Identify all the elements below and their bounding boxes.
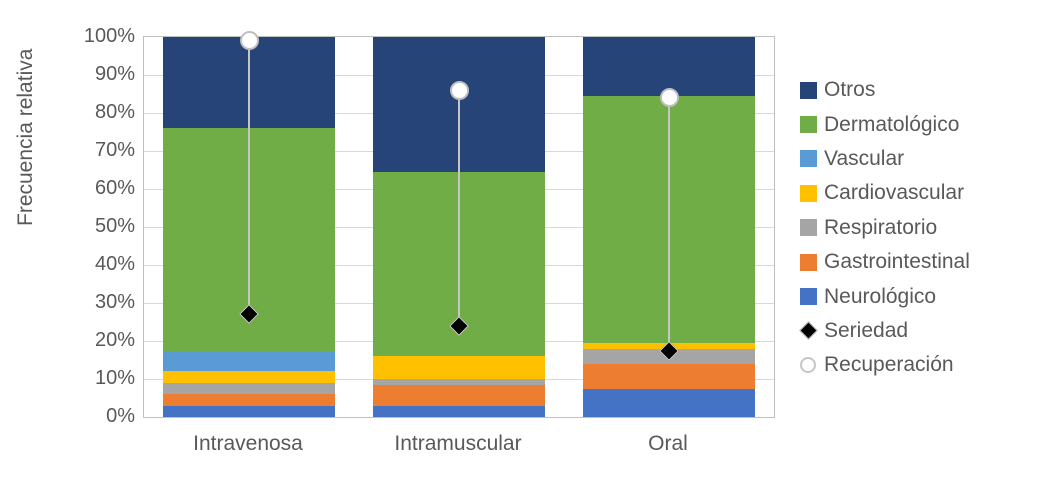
y-tick-label: 70% xyxy=(94,139,135,161)
legend-label: Cardiovascular xyxy=(824,181,965,205)
bar-segment xyxy=(163,352,335,372)
legend-item: Seriedad xyxy=(798,314,970,348)
legend-item: Vascular xyxy=(799,142,970,176)
legend-swatch-circle-icon xyxy=(799,356,817,374)
color-swatch xyxy=(799,253,817,271)
legend-item: Dermatológico xyxy=(799,107,970,141)
y-tick-label: 40% xyxy=(94,253,135,275)
legend-swatch-square xyxy=(799,288,817,306)
legend-swatch-square xyxy=(799,219,817,237)
bar-segment xyxy=(583,363,755,389)
legend-label: Seriedad xyxy=(824,318,909,342)
bar-segment xyxy=(163,371,335,383)
bar-segment xyxy=(373,356,545,379)
plot-area xyxy=(143,31,775,418)
legend-label: Gastrointestinal xyxy=(824,250,970,274)
bar-segment xyxy=(373,384,545,406)
legend-label: Otros xyxy=(824,78,876,102)
bar-segment xyxy=(373,405,545,417)
y-tick-label: 60% xyxy=(94,177,135,199)
color-swatch xyxy=(799,150,817,168)
chart-legend: Otros Dermatológico Vascular Cardiovascular… xyxy=(798,73,970,383)
marker-drop-line xyxy=(668,97,670,351)
bar-segment xyxy=(583,388,755,417)
y-tick-label: 90% xyxy=(94,63,135,85)
bar-segment xyxy=(373,379,545,385)
y-tick-label: 100% xyxy=(83,25,135,47)
legend-item: Gastrointestinal xyxy=(799,245,970,279)
legend-item: Respiratorio xyxy=(799,211,970,245)
bar-segment xyxy=(583,37,755,96)
color-swatch xyxy=(799,219,817,237)
legend-swatch-square xyxy=(799,150,817,168)
legend-swatch-square xyxy=(799,253,817,271)
legend-swatch-diamond-icon xyxy=(798,321,818,341)
legend-label: Respiratorio xyxy=(824,215,938,239)
y-tick-label: 20% xyxy=(94,329,135,351)
diamond-icon xyxy=(798,321,818,341)
legend-item: Otros xyxy=(799,73,970,107)
y-tick-label: 10% xyxy=(94,367,135,389)
recuperacion-marker xyxy=(659,88,679,108)
color-swatch xyxy=(799,116,817,134)
y-tick-label: 30% xyxy=(94,291,135,313)
bar-segment xyxy=(163,382,335,395)
legend-swatch-square xyxy=(799,116,817,134)
legend-label: Neurológico xyxy=(824,284,937,308)
bar-segment xyxy=(163,394,335,406)
legend-item: Recuperación xyxy=(799,348,970,382)
marker-drop-line xyxy=(248,40,250,315)
y-tick-label: 80% xyxy=(94,101,135,123)
color-swatch xyxy=(799,184,817,202)
color-swatch xyxy=(799,288,817,306)
bar-segment xyxy=(163,405,335,417)
category-label: Intramuscular xyxy=(394,432,522,455)
legend-swatch-square xyxy=(799,81,817,99)
legend-label: Vascular xyxy=(824,146,905,170)
legend-item: Cardiovascular xyxy=(799,176,970,210)
legend-label: Dermatológico xyxy=(824,112,960,136)
recuperacion-marker xyxy=(449,80,469,100)
recuperacion-marker xyxy=(239,31,259,51)
color-swatch xyxy=(799,81,817,99)
y-tick-label: 0% xyxy=(106,405,135,427)
category-label: Intravenosa xyxy=(193,432,303,455)
category-label: Oral xyxy=(648,432,688,455)
legend-item: Neurológico xyxy=(799,279,970,313)
legend-label: Recuperación xyxy=(824,353,954,377)
y-tick-label: 50% xyxy=(94,215,135,237)
legend-swatch-square xyxy=(799,184,817,202)
circle-icon xyxy=(800,357,816,374)
marker-drop-line xyxy=(458,90,460,326)
